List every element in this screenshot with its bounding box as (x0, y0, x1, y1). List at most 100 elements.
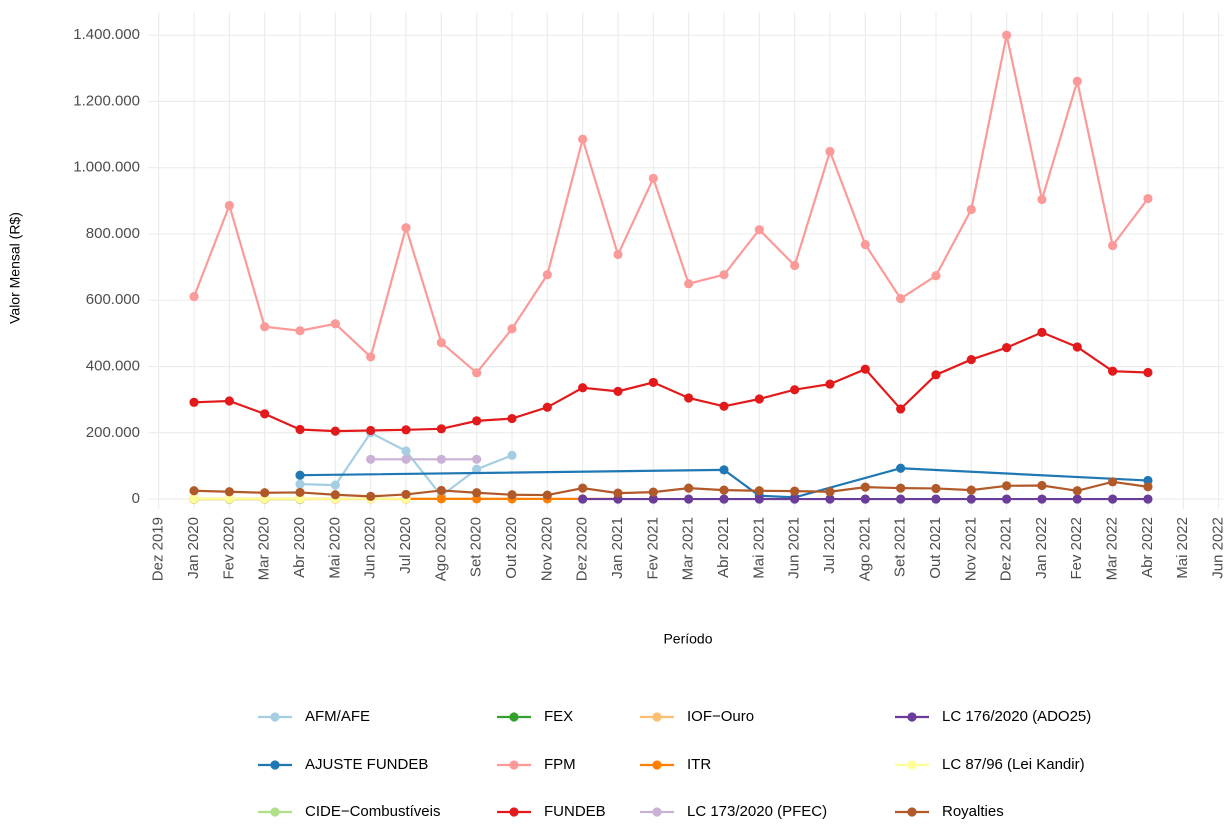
x-tick-label: Nov 2021 (962, 517, 979, 581)
legend-key-point (652, 712, 662, 722)
legend-key-point (652, 807, 662, 817)
x-tick-label: Nov 2020 (538, 517, 555, 581)
data-point (472, 454, 482, 464)
legend-label: LC 176/2020 (ADO25) (942, 708, 1091, 725)
y-axis-title: Valor Mensal (R$) (7, 212, 23, 324)
legend-key-point (509, 807, 519, 817)
data-point (295, 479, 305, 489)
data-point (896, 294, 906, 304)
data-point (542, 402, 552, 412)
legend-label: AJUSTE FUNDEB (305, 756, 428, 773)
data-point (366, 352, 376, 362)
x-tick-label: Ago 2020 (432, 517, 449, 581)
data-point (613, 249, 623, 260)
legend-key-point (509, 712, 519, 722)
data-point (613, 488, 623, 498)
data-point (648, 377, 658, 388)
data-point (931, 483, 941, 494)
legend-item: IOF−Ouro (640, 708, 754, 725)
data-point (825, 487, 835, 497)
data-point (472, 368, 482, 378)
x-tick-label: Dez 2021 (998, 517, 1015, 581)
x-tick-label: Mai 2020 (326, 517, 343, 579)
data-point (436, 424, 446, 434)
data-point (684, 393, 694, 403)
data-point (966, 494, 976, 504)
data-point (224, 494, 234, 504)
data-point (1072, 486, 1082, 496)
data-point (719, 485, 729, 495)
data-point (401, 223, 411, 233)
data-point (1072, 342, 1082, 352)
x-tick-label: Mar 2020 (256, 517, 273, 580)
data-point (295, 487, 305, 498)
x-tick-label: Jul 2021 (821, 517, 838, 574)
legend-item: FUNDEB (497, 803, 606, 820)
y-tick-label: 1.200.000 (73, 92, 140, 109)
legend-label: FUNDEB (544, 803, 606, 819)
legend-item: AFM/AFE (258, 708, 370, 725)
data-point (1002, 30, 1012, 40)
data-point (1108, 240, 1118, 251)
data-point (1002, 481, 1012, 491)
data-point (189, 494, 199, 504)
legend-item: LC 176/2020 (ADO25) (895, 708, 1091, 725)
data-point (507, 490, 517, 500)
legend-label: CIDE−Combustíveis (305, 803, 440, 819)
data-point (719, 270, 729, 280)
data-point (1143, 482, 1153, 492)
x-tick-label: Mar 2021 (680, 517, 697, 580)
legend-item: CIDE−Combustíveis (258, 803, 440, 820)
data-point (542, 490, 552, 500)
data-point (966, 354, 976, 365)
data-point (507, 324, 517, 334)
legend-item: AJUSTE FUNDEB (258, 756, 428, 773)
data-point (224, 487, 234, 497)
x-tick-label: Set 2021 (892, 517, 909, 577)
x-tick-label: Jan 2022 (1033, 517, 1050, 579)
data-point (1143, 475, 1153, 486)
x-tick-label: Ago 2021 (856, 517, 873, 581)
y-tick-label: 600.000 (86, 291, 140, 308)
data-point (330, 490, 340, 500)
x-tick-label: Fev 2022 (1068, 517, 1085, 580)
data-point (754, 394, 764, 404)
data-point (1108, 494, 1118, 504)
legend-item: FPM (497, 756, 576, 773)
data-point (472, 464, 482, 474)
data-point (860, 364, 870, 374)
data-point (542, 270, 552, 280)
x-tick-label: Jun 2021 (786, 517, 803, 579)
legend-label: FEX (544, 708, 573, 725)
data-point (719, 465, 729, 475)
data-point (896, 494, 906, 504)
data-point (401, 489, 411, 500)
data-point (472, 488, 482, 498)
data-point (1037, 327, 1047, 337)
x-tick-label: Mai 2021 (750, 517, 767, 579)
legend-label: FPM (544, 756, 576, 773)
series-line (300, 467, 1148, 499)
data-point (1002, 494, 1012, 504)
series-line (193, 480, 1149, 498)
legend-key-point (907, 807, 917, 817)
x-tick-label: Set 2020 (468, 517, 485, 577)
y-tick-label: 200.000 (86, 424, 140, 441)
data-point (1037, 194, 1047, 205)
data-point (260, 488, 270, 498)
data-point (1108, 366, 1118, 376)
y-tick-label: 400.000 (86, 357, 140, 374)
data-point (754, 486, 764, 496)
x-tick-label: Fev 2020 (220, 517, 237, 580)
data-point (507, 450, 517, 460)
data-point (366, 425, 376, 436)
data-point (896, 483, 906, 493)
legend-key-point (270, 712, 280, 722)
data-point (295, 494, 305, 504)
legend-key-point (907, 712, 917, 722)
x-tick-label: Mar 2022 (1104, 517, 1121, 580)
data-point (613, 386, 623, 396)
data-point (825, 379, 835, 389)
data-point (648, 487, 658, 497)
legend-key-point (907, 760, 917, 770)
